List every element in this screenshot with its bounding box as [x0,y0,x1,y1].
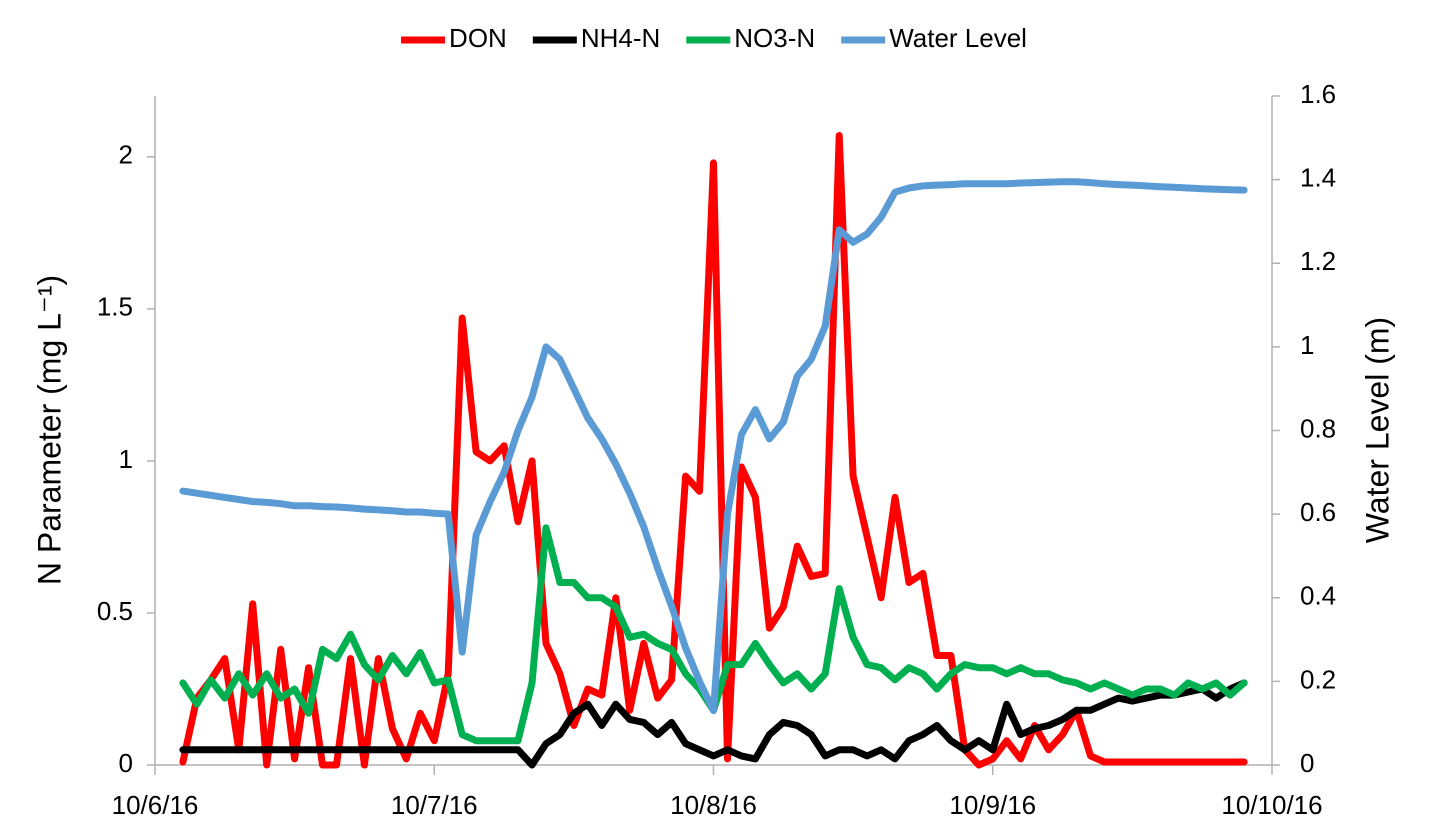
legend-label: DON [449,23,507,53]
series-line [179,178,1248,715]
y2-tick-label: 0.4 [1300,581,1336,611]
y2-tick-label: 1.6 [1300,79,1336,109]
y-axis-title: N Parameter (mg L⁻¹) [31,275,67,585]
y-tick-label: 2 [119,140,133,170]
y2-tick-label: 0 [1300,748,1314,778]
series-line [179,132,1248,769]
y-tick-label: 0 [119,748,133,778]
y2-tick-label: 1 [1300,330,1314,360]
legend-label: NH4-N [581,23,660,53]
legend-label: NO3-N [734,23,815,53]
series-line [179,679,1248,769]
x-tick-label: 10/7/16 [391,790,478,820]
y2-tick-label: 1.4 [1300,163,1336,193]
y2-tick-label: 0.6 [1300,497,1336,527]
y-tick-label: 0.5 [97,596,133,626]
y2-tick-label: 0.8 [1300,413,1336,443]
y2-axis-title: Water Level (m) [1359,317,1395,543]
y-tick-label: 1.5 [97,292,133,322]
x-tick-label: 10/6/16 [112,790,199,820]
y2-tick-label: 1.2 [1300,246,1336,276]
legend-label: Water Level [889,23,1027,53]
y2-tick-label: 0.2 [1300,664,1336,694]
x-tick-label: 10/9/16 [949,790,1036,820]
x-tick-label: 10/10/16 [1221,790,1322,820]
x-tick-label: 10/8/16 [670,790,757,820]
y-tick-label: 1 [119,444,133,474]
